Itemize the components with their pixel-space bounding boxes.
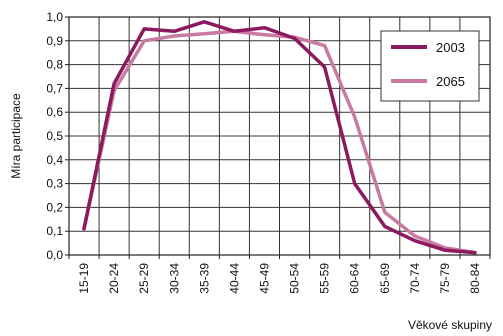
plot-frame: [68, 16, 491, 256]
series-line-2003: [82, 20, 477, 255]
series-lines: [82, 20, 477, 255]
x-axis-label: Věkové skupiny: [408, 318, 492, 332]
x-tick-label: 25-29: [137, 263, 151, 294]
x-tick-label: 50-54: [288, 263, 302, 294]
series-line-2065: [82, 29, 477, 255]
x-tick-label: 15-19: [77, 263, 91, 294]
x-tick-label: 45-49: [257, 263, 271, 294]
x-axis-ticks: 15-19 20-24 25-29 30-34 35-39 40-44 45-49 50-54…: [68, 255, 491, 294]
y-axis-ticks: 0,0 0,1 0,2 0,3 0,4 0,5 0,6 0,7 0,8 0,9 1,0: [46, 10, 69, 262]
legend: 2003 2065: [380, 30, 480, 102]
x-tick-label: 55-59: [318, 263, 332, 294]
x-tick-label: 20-24: [107, 263, 121, 294]
y-tick-label: 0,5: [46, 129, 63, 143]
legend-box: [380, 30, 480, 102]
legend-label-2065: 2065: [436, 74, 465, 89]
x-tick-label: 40-44: [227, 263, 241, 294]
y-tick-label: 0,7: [46, 81, 63, 95]
x-tick-label: 30-34: [167, 263, 181, 294]
x-tick-label: 75-79: [438, 263, 452, 294]
y-tick-label: 0,6: [46, 105, 63, 119]
x-tick-label: 65-69: [378, 263, 392, 294]
y-tick-label: 0,3: [46, 177, 63, 191]
x-tick-label: 60-64: [348, 263, 362, 294]
y-tick-label: 0,8: [46, 58, 63, 72]
y-tick-label: 0,0: [46, 248, 63, 262]
y-tick-label: 0,9: [46, 34, 63, 48]
x-tick-label: 35-39: [197, 263, 211, 294]
y-tick-label: 0,1: [46, 224, 63, 238]
y-tick-label: 0,4: [46, 153, 63, 167]
y-tick-label: 0,2: [46, 200, 63, 214]
y-axis-label: Míra participace: [9, 93, 23, 179]
y-tick-label: 1,0: [46, 10, 63, 24]
x-tick-label: 80-84: [468, 263, 482, 294]
x-tick-label: 70-74: [408, 263, 422, 294]
legend-label-2003: 2003: [436, 40, 465, 55]
